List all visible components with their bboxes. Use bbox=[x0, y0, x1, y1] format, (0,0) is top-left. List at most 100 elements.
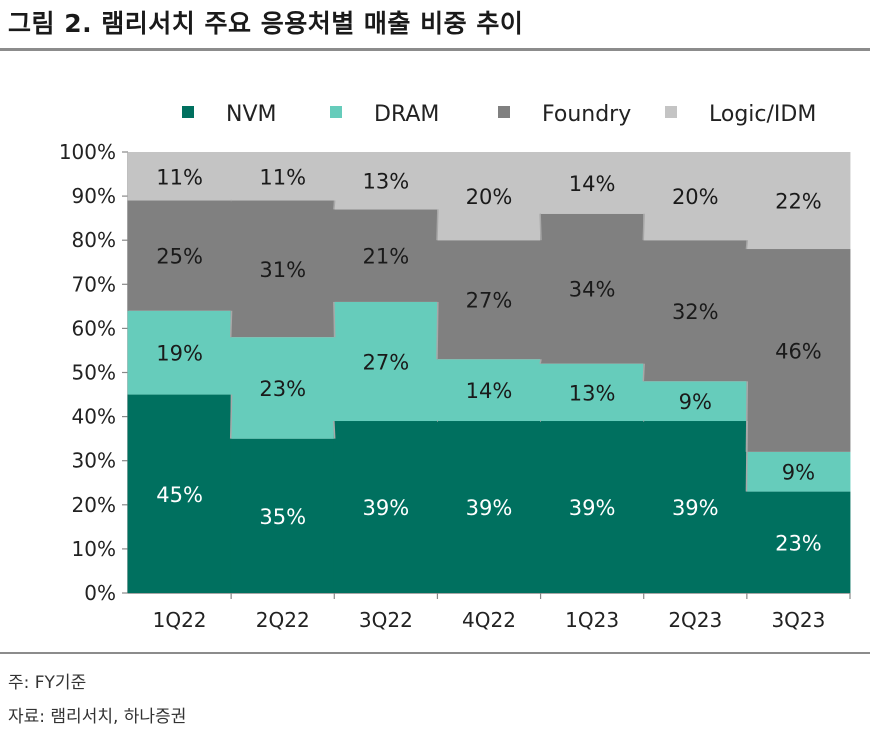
data-label: 14% bbox=[466, 379, 513, 403]
y-tick-label: 10% bbox=[72, 537, 116, 561]
data-label: 39% bbox=[363, 496, 410, 520]
bar-nvm-1q22 bbox=[127, 394, 232, 593]
bar-nvm-2q22 bbox=[230, 438, 335, 593]
data-label: 39% bbox=[466, 496, 513, 520]
figure-title: 그림 2. 램리서치 주요 응용처별 매출 비중 추이 bbox=[8, 9, 524, 38]
bar-logic-idm-1q23 bbox=[540, 152, 645, 214]
y-tick-label: 100% bbox=[59, 140, 116, 164]
bar-foundry-4q22 bbox=[437, 240, 541, 360]
connector-line bbox=[333, 200, 336, 210]
bar-foundry-1q23 bbox=[540, 213, 645, 364]
bar-dram-2q22 bbox=[230, 337, 335, 439]
bar-foundry-3q23 bbox=[746, 249, 851, 452]
data-label: 14% bbox=[569, 172, 616, 196]
x-tick-label: 2Q23 bbox=[668, 608, 722, 632]
data-label: 31% bbox=[259, 258, 306, 282]
data-label: 13% bbox=[363, 170, 410, 194]
data-label: 27% bbox=[466, 289, 513, 313]
bar-logic-idm-2q22 bbox=[230, 152, 335, 201]
connector-line bbox=[436, 301, 439, 360]
data-label: 34% bbox=[569, 278, 616, 302]
data-label: 45% bbox=[156, 483, 203, 507]
legend-swatch bbox=[498, 106, 510, 118]
x-tick-label: 3Q23 bbox=[771, 608, 825, 632]
data-label: 32% bbox=[672, 300, 719, 324]
connector-line bbox=[539, 213, 542, 241]
connector-line bbox=[745, 381, 749, 452]
bar-nvm-3q23 bbox=[746, 491, 851, 593]
bar-dram-3q23 bbox=[746, 451, 851, 492]
x-tick-label: 1Q22 bbox=[153, 608, 207, 632]
data-label: 39% bbox=[569, 496, 616, 520]
chart-note: 주: FY기준 bbox=[8, 673, 87, 693]
bar-nvm-4q22 bbox=[437, 421, 541, 593]
legend-swatch bbox=[665, 106, 677, 118]
bar-dram-1q23 bbox=[540, 363, 645, 422]
data-label: 39% bbox=[672, 496, 719, 520]
data-label: 20% bbox=[466, 185, 513, 209]
bar-dram-2q23 bbox=[643, 381, 748, 422]
bar-foundry-3q22 bbox=[333, 209, 438, 302]
y-tick-label: 70% bbox=[72, 272, 116, 296]
legend-label: Foundry bbox=[542, 102, 631, 127]
y-tick-label: 30% bbox=[72, 449, 116, 473]
legend-label: Logic/IDM bbox=[709, 102, 816, 127]
bar-logic-idm-4q22 bbox=[437, 152, 541, 241]
bar-nvm-1q23 bbox=[540, 421, 645, 593]
connector-line bbox=[333, 420, 336, 439]
connector-line bbox=[745, 240, 749, 250]
bar-dram-3q22 bbox=[333, 301, 438, 422]
bar-logic-idm-3q22 bbox=[333, 152, 438, 210]
data-label: 25% bbox=[156, 245, 203, 269]
connector-line bbox=[229, 310, 233, 338]
data-label: 21% bbox=[363, 245, 410, 269]
bar-logic-idm-2q23 bbox=[643, 152, 748, 241]
y-tick-label: 50% bbox=[72, 361, 116, 385]
data-label: 9% bbox=[679, 390, 712, 414]
connector-line bbox=[642, 213, 645, 241]
bar-logic-idm-1q22 bbox=[127, 152, 232, 201]
y-tick-label: 40% bbox=[72, 405, 116, 429]
bar-foundry-2q23 bbox=[643, 240, 748, 382]
connector-line bbox=[333, 301, 336, 338]
connector-line bbox=[642, 363, 645, 382]
data-label: 11% bbox=[259, 165, 306, 189]
bar-foundry-2q22 bbox=[230, 200, 335, 338]
y-tick-label: 60% bbox=[72, 316, 116, 340]
chart-source: 자료: 램리서치, 하나증권 bbox=[8, 707, 187, 727]
data-label: 23% bbox=[259, 377, 306, 401]
bar-nvm-2q23 bbox=[643, 421, 748, 593]
stacked-bar-chart: 0% 10% 20% 30% 40% 50% 60% 70% 80% 90% 100% 1Q22 2Q2… bbox=[59, 102, 851, 632]
connector-line bbox=[436, 209, 439, 241]
legend-label: DRAM bbox=[374, 102, 439, 127]
x-tick-label: 3Q22 bbox=[359, 608, 413, 632]
data-label: 22% bbox=[775, 190, 822, 214]
bar-nvm-3q22 bbox=[333, 421, 438, 593]
connector-line bbox=[229, 394, 233, 439]
data-label: 11% bbox=[156, 165, 203, 189]
bar-foundry-1q22 bbox=[127, 200, 232, 311]
data-label: 23% bbox=[775, 531, 822, 555]
bar-logic-idm-3q23 bbox=[746, 152, 851, 250]
y-tick-label: 20% bbox=[72, 493, 116, 517]
connector-line bbox=[539, 359, 542, 364]
data-label: 13% bbox=[569, 381, 616, 405]
data-label: 35% bbox=[259, 505, 306, 529]
data-label: 9% bbox=[782, 461, 815, 485]
title-rule bbox=[0, 48, 870, 51]
legend-swatch bbox=[330, 106, 342, 118]
data-label: 20% bbox=[672, 185, 719, 209]
data-label: 19% bbox=[156, 342, 203, 366]
bar-dram-1q22 bbox=[127, 310, 232, 395]
legend-swatch bbox=[182, 106, 194, 118]
y-tick-label: 0% bbox=[84, 581, 116, 605]
data-label: 27% bbox=[363, 350, 410, 374]
x-tick-label: 4Q22 bbox=[462, 608, 516, 632]
y-tick-label: 90% bbox=[72, 184, 116, 208]
legend-label: NVM bbox=[226, 102, 277, 127]
bar-dram-4q22 bbox=[437, 359, 541, 422]
footer-rule bbox=[0, 652, 870, 654]
x-tick-label: 1Q23 bbox=[565, 608, 619, 632]
x-tick-label: 2Q22 bbox=[256, 608, 310, 632]
y-tick-label: 80% bbox=[72, 228, 116, 252]
